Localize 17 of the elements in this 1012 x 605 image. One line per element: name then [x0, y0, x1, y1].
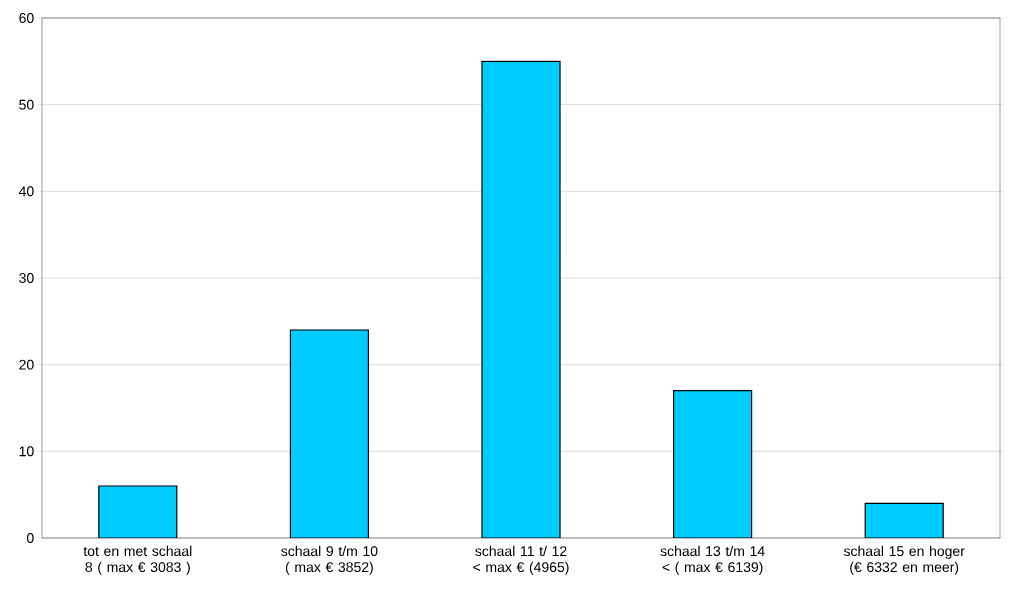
- y-tick-label: 30: [19, 273, 34, 283]
- y-tick-label: 0: [26, 533, 34, 543]
- x-tick-label: schaal 9 t/m 10 ( max € 3852): [281, 545, 378, 575]
- bar: [289, 329, 370, 538]
- y-tick-label: 40: [18, 186, 34, 197]
- y-tick-label: 10: [19, 446, 34, 457]
- bar: [864, 502, 944, 538]
- y-tick-label: 50: [19, 99, 34, 110]
- bar: [98, 485, 178, 538]
- bar: [481, 60, 561, 538]
- y-tick-label: 60: [19, 13, 34, 23]
- x-tick-label: schaal 15 en hoger (€ 6332 en meer): [843, 545, 965, 575]
- bar: [673, 390, 753, 538]
- x-tick-label: schaal 11 t/ 12 < max € (4965): [473, 545, 569, 575]
- x-tick-label: schaal 13 t/m 14 < ( max € 6139): [660, 545, 765, 575]
- x-tick-label: tot en met schaal 8 ( max € 3083 ): [83, 545, 192, 575]
- y-tick-label: 20: [19, 359, 34, 370]
